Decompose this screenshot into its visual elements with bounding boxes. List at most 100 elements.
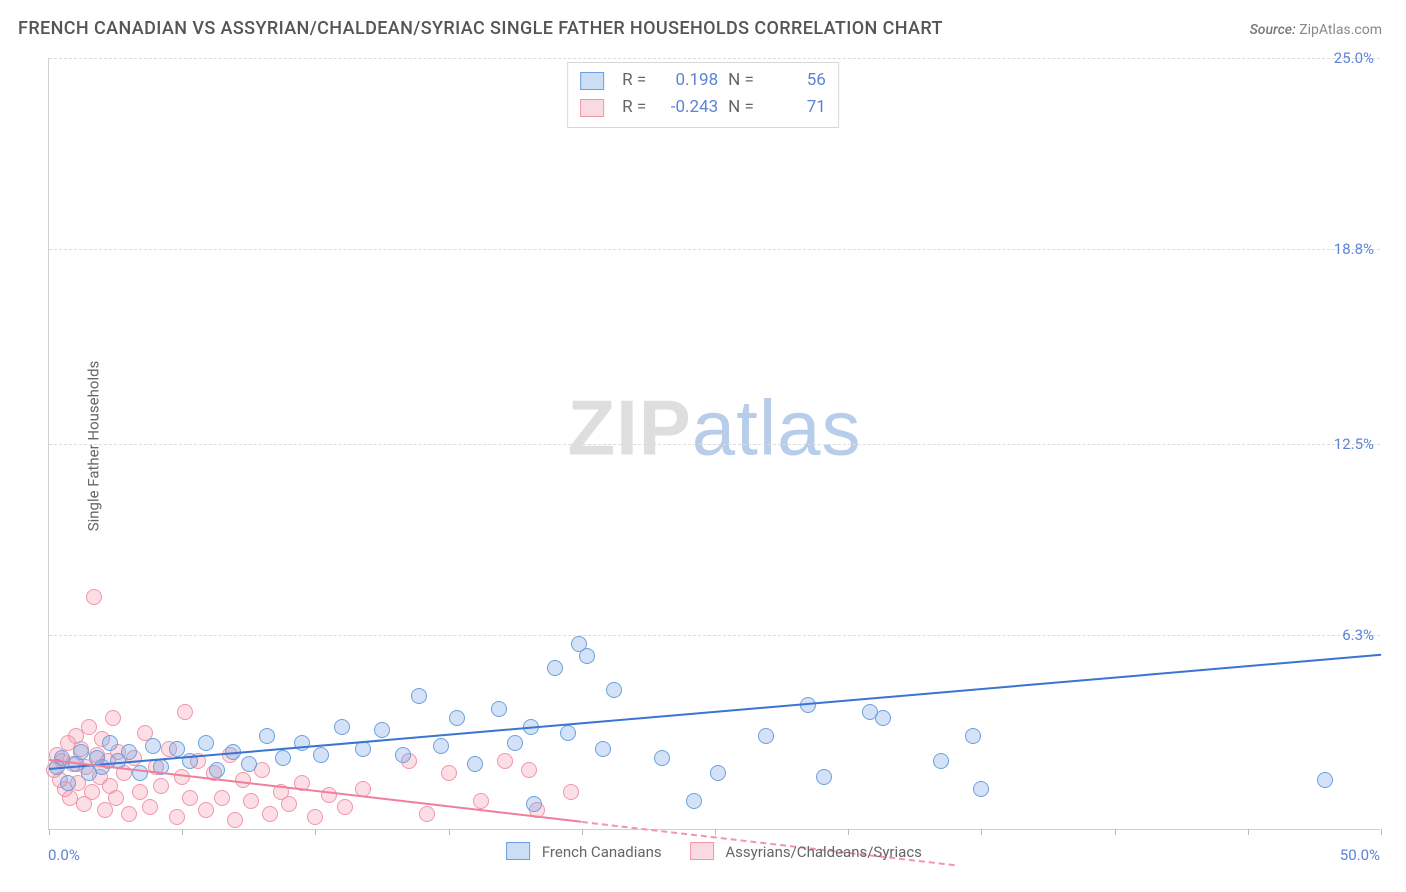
legend-item-blue: French Canadians	[506, 842, 662, 861]
swatch-icon	[690, 842, 714, 860]
n-label: N =	[728, 67, 754, 94]
y-tick-label: 12.5%	[1334, 435, 1374, 453]
data-point	[132, 784, 148, 800]
data-point	[560, 725, 576, 741]
plot-area: ZIPatlas 6.3%12.5%18.8%25.0%	[48, 58, 1380, 830]
data-point	[198, 802, 214, 818]
chart-title: FRENCH CANADIAN VS ASSYRIAN/CHALDEAN/SYR…	[18, 18, 943, 39]
data-point	[816, 769, 832, 785]
n-value: 56	[764, 67, 826, 94]
swatch-icon	[506, 842, 530, 860]
data-point	[497, 753, 513, 769]
legend-item-pink: Assyrians/Chaldeans/Syriacs	[690, 842, 922, 861]
data-point	[411, 688, 427, 704]
data-point	[73, 744, 89, 760]
data-point	[177, 704, 193, 720]
data-point	[973, 781, 989, 797]
source-value: ZipAtlas.com	[1299, 22, 1382, 38]
data-point	[449, 710, 465, 726]
data-point	[491, 701, 507, 717]
data-point	[169, 741, 185, 757]
data-point	[262, 806, 278, 822]
correlation-legend: R = 0.198 N = 56 R = -0.243 N = 71	[567, 62, 839, 128]
y-tick-label: 6.3%	[1342, 626, 1374, 644]
data-point	[473, 793, 489, 809]
data-point	[547, 660, 563, 676]
data-point	[235, 772, 251, 788]
data-point	[169, 809, 185, 825]
source-label: Source:	[1250, 22, 1296, 38]
x-tick	[1381, 829, 1382, 835]
legend-row-pink: R = -0.243 N = 71	[580, 94, 826, 121]
y-tick-label: 25.0%	[1334, 49, 1374, 67]
gridline	[49, 249, 1380, 250]
data-point	[227, 812, 243, 828]
data-point	[102, 735, 118, 751]
x-min-label: 0.0%	[48, 846, 80, 864]
data-point	[121, 806, 137, 822]
data-point	[374, 722, 390, 738]
data-point	[710, 765, 726, 781]
data-point	[507, 735, 523, 751]
data-point	[241, 756, 257, 772]
data-point	[275, 750, 291, 766]
r-label: R =	[622, 67, 646, 94]
data-point	[121, 744, 137, 760]
y-tick-label: 18.8%	[1334, 240, 1374, 258]
correlation-chart: FRENCH CANADIAN VS ASSYRIAN/CHALDEAN/SYR…	[0, 0, 1406, 892]
n-label: N =	[728, 94, 754, 121]
data-point	[419, 806, 435, 822]
trend-line	[49, 654, 1381, 770]
data-point	[313, 747, 329, 763]
gridline	[49, 444, 1380, 445]
data-point	[307, 809, 323, 825]
data-point	[563, 784, 579, 800]
data-point	[108, 790, 124, 806]
data-point	[1317, 772, 1333, 788]
data-point	[214, 790, 230, 806]
data-point	[243, 793, 259, 809]
data-point	[395, 747, 411, 763]
data-point	[686, 793, 702, 809]
data-point	[606, 682, 622, 698]
gridline	[49, 58, 1380, 59]
legend-label: Assyrians/Chaldeans/Syriacs	[725, 843, 922, 861]
data-point	[579, 648, 595, 664]
x-max-label: 50.0%	[1340, 846, 1380, 864]
data-point	[321, 787, 337, 803]
watermark-zip: ZIP	[567, 384, 691, 472]
data-point	[595, 741, 611, 757]
series-legend: French Canadians Assyrians/Chaldeans/Syr…	[506, 842, 922, 861]
data-point	[281, 796, 297, 812]
data-point	[81, 719, 97, 735]
swatch-icon	[580, 72, 604, 90]
x-axis: 0.0% 50.0% French Canadians Assyrians/Ch…	[48, 834, 1380, 874]
data-point	[142, 799, 158, 815]
data-point	[209, 762, 225, 778]
data-point	[182, 790, 198, 806]
source-citation: Source: ZipAtlas.com	[1250, 22, 1382, 38]
data-point	[467, 756, 483, 772]
data-point	[526, 796, 542, 812]
swatch-icon	[580, 99, 604, 117]
n-value: 71	[764, 94, 826, 121]
data-point	[84, 784, 100, 800]
data-point	[334, 719, 350, 735]
data-point	[758, 728, 774, 744]
watermark: ZIPatlas	[567, 383, 861, 474]
data-point	[654, 750, 670, 766]
data-point	[875, 710, 891, 726]
data-point	[441, 765, 457, 781]
legend-row-blue: R = 0.198 N = 56	[580, 67, 826, 94]
data-point	[153, 778, 169, 794]
data-point	[145, 738, 161, 754]
r-label: R =	[622, 94, 646, 121]
r-value: 0.198	[656, 67, 718, 94]
gridline	[49, 635, 1380, 636]
data-point	[933, 753, 949, 769]
data-point	[105, 710, 121, 726]
data-point	[86, 589, 102, 605]
data-point	[965, 728, 981, 744]
data-point	[521, 762, 537, 778]
data-point	[132, 765, 148, 781]
